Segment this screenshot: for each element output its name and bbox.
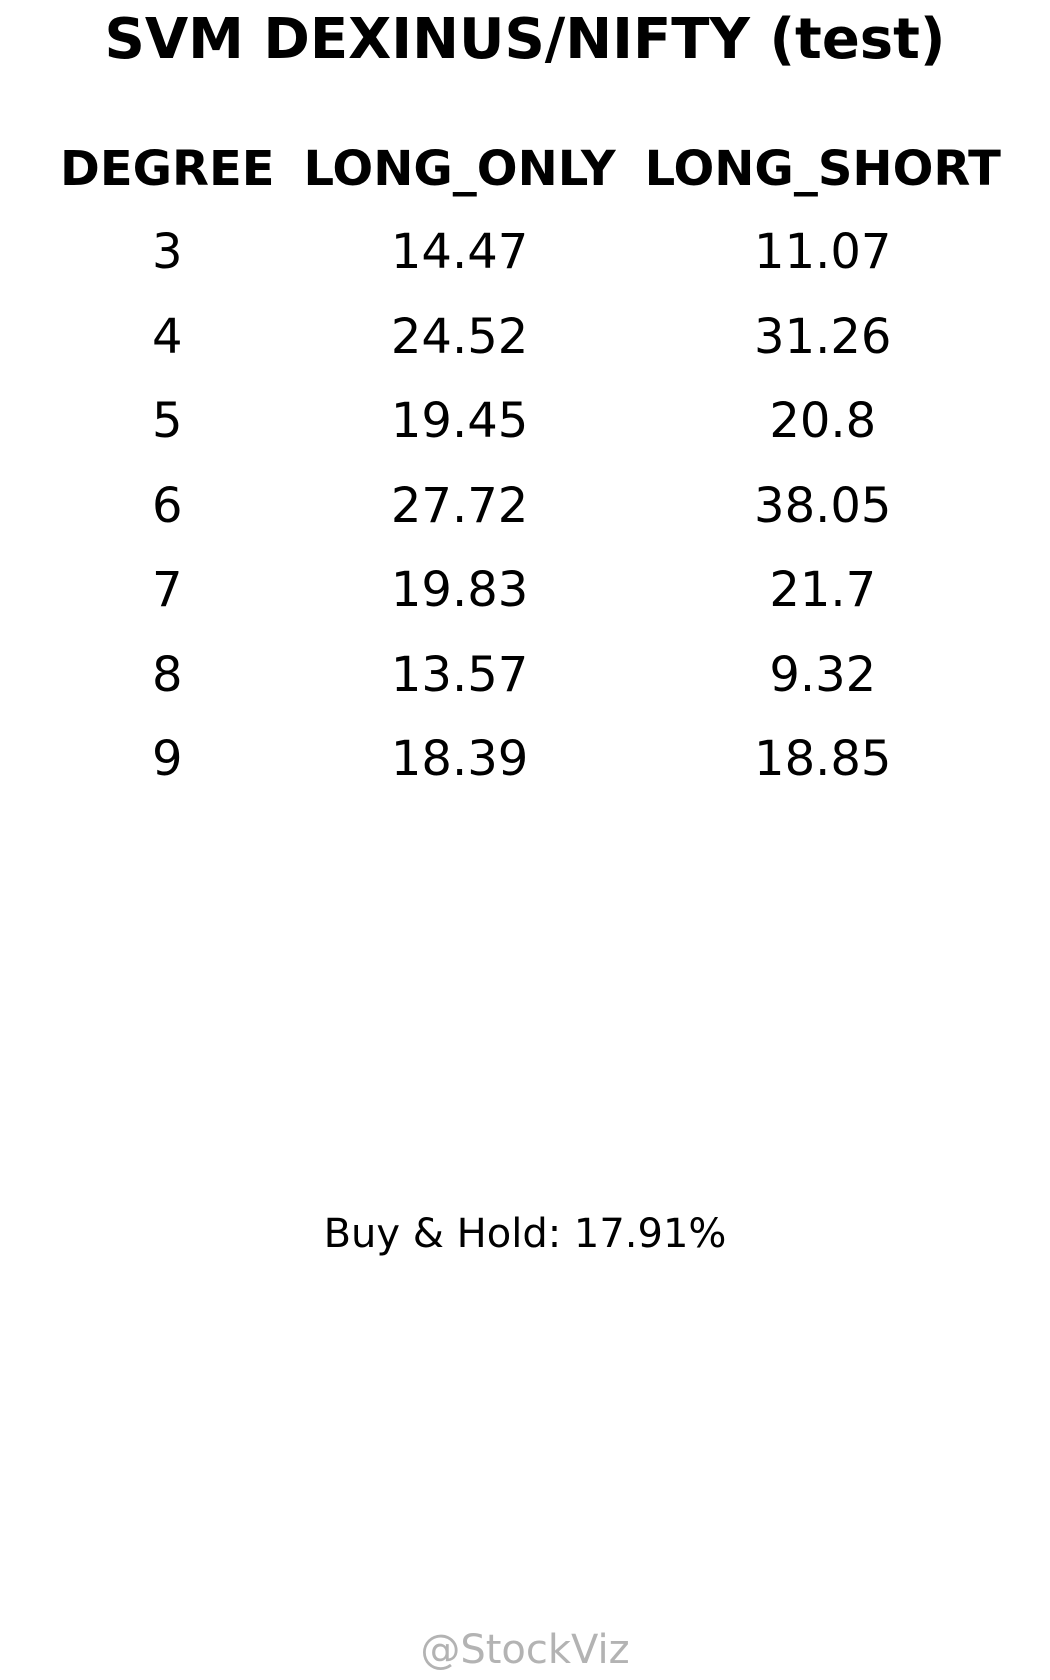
table-row: 3 14.47 11.07 <box>60 210 1001 295</box>
cell-long-only: 27.72 <box>390 477 529 534</box>
cell-long-short: 20.8 <box>769 393 877 450</box>
table-row: 9 18.39 18.85 <box>60 717 1001 802</box>
cell-long-short: 18.85 <box>754 731 892 788</box>
table-row: 5 19.45 20.8 <box>60 379 1001 464</box>
buy-and-hold-note: Buy & Hold: 17.91% <box>323 1211 727 1257</box>
cell-long-only: 24.52 <box>390 308 529 365</box>
cell-degree: 6 <box>152 477 183 534</box>
cell-degree: 9 <box>152 731 183 788</box>
table-row: 6 27.72 38.05 <box>60 464 1001 549</box>
table-row: 8 13.57 9.32 <box>60 633 1001 718</box>
cell-degree: 5 <box>152 393 183 450</box>
cell-long-short: 38.05 <box>754 477 892 534</box>
cell-long-only: 13.57 <box>390 646 529 703</box>
cell-degree: 8 <box>152 646 183 703</box>
cell-long-only: 14.47 <box>390 224 529 281</box>
cell-long-short: 31.26 <box>754 308 892 365</box>
column-header-degree: DEGREE <box>60 141 275 197</box>
cell-degree: 3 <box>152 224 183 281</box>
table-body: 3 14.47 11.07 4 24.52 31.26 5 19.45 20.8 6 27.72 38… <box>60 210 1001 802</box>
cell-long-short: 9.32 <box>769 646 877 703</box>
cell-degree: 7 <box>152 562 183 619</box>
cell-long-only: 18.39 <box>390 731 529 788</box>
column-header-long-short: LONG_SHORT <box>644 141 1001 197</box>
table-row: 4 24.52 31.26 <box>60 295 1001 380</box>
cell-long-short: 21.7 <box>769 562 877 619</box>
cell-long-only: 19.83 <box>390 562 529 619</box>
results-table: DEGREE LONG_ONLY LONG_SHORT 3 14.47 11.07 4… <box>60 128 1001 802</box>
cell-long-short: 11.07 <box>754 224 892 281</box>
chart-title: SVM DEXINUS/NIFTY (test) <box>104 7 946 72</box>
table-row: 7 19.83 21.7 <box>60 548 1001 633</box>
column-header-long-only: LONG_ONLY <box>303 141 616 197</box>
watermark: @StockViz <box>420 1627 630 1673</box>
cell-degree: 4 <box>152 308 183 365</box>
cell-long-only: 19.45 <box>390 393 529 450</box>
table-header-row: DEGREE LONG_ONLY LONG_SHORT <box>60 128 1001 210</box>
